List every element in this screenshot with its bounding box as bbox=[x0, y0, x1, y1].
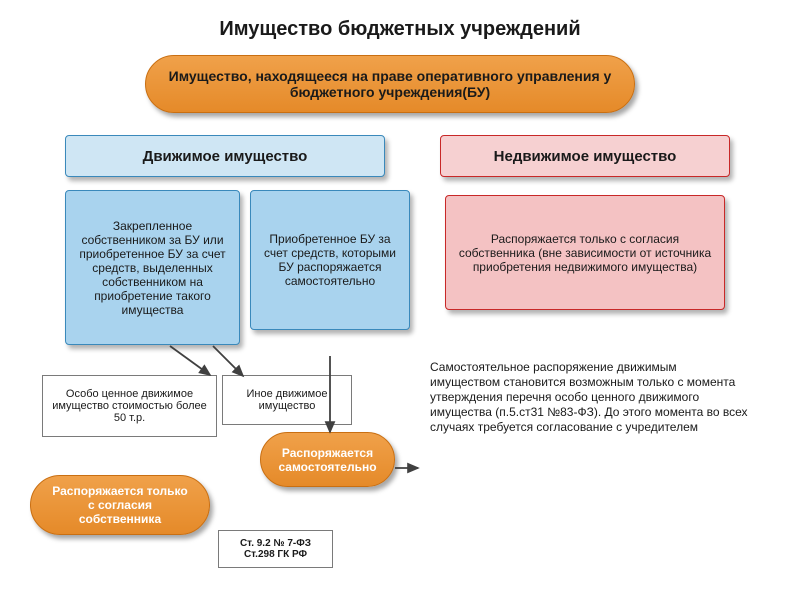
blue-box-self-acquired: Приобретенное БУ за счет средств, которы… bbox=[250, 190, 410, 330]
top-pill: Имущество, находящееся на праве оператив… bbox=[145, 55, 635, 113]
red-box-owner-consent: Распоряжается только с согласия собствен… bbox=[445, 195, 725, 310]
diagram-title: Имущество бюджетных учреждений bbox=[0, 0, 800, 41]
pill-self-dispose: Распоряжается самостоятельно bbox=[260, 432, 395, 487]
reference-box: Ст. 9.2 № 7-ФЗ Ст.298 ГК РФ bbox=[218, 530, 333, 568]
pill-owner-consent: Распоряжается только с согласия собствен… bbox=[30, 475, 210, 535]
right-header-immovable: Недвижимое имущество bbox=[440, 135, 730, 177]
reference-text: Ст. 9.2 № 7-ФЗ Ст.298 ГК РФ bbox=[240, 538, 311, 560]
blue-box-owner-assigned: Закрепленное собственником за БУ или при… bbox=[65, 190, 240, 345]
plain-box-valuable: Особо ценное движимое имущество стоимост… bbox=[42, 375, 217, 437]
note-text: Самостоятельное распоряжение движимым им… bbox=[430, 360, 750, 435]
left-header-movable: Движимое имущество bbox=[65, 135, 385, 177]
plain-box-other: Иное движимое имущество bbox=[222, 375, 352, 425]
